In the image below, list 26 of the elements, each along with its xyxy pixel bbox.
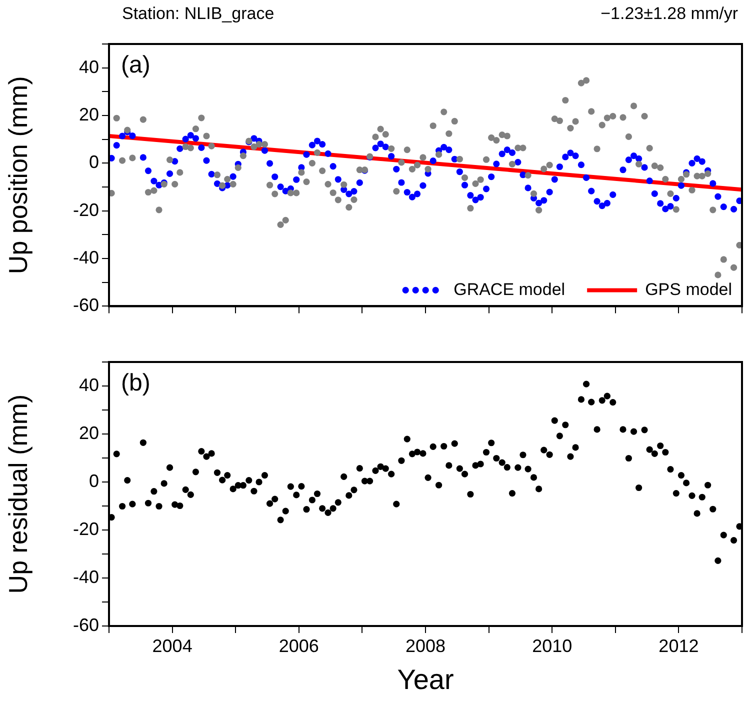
y-tick-label: 40: [78, 374, 99, 395]
y-tick-label: 0: [88, 470, 99, 491]
y-tick-label: -40: [72, 566, 99, 587]
x-tick-label: 2008: [405, 636, 446, 656]
annotation: (a): [121, 52, 150, 79]
y-tick-label: 0: [88, 152, 99, 172]
y-axis-title: Up position (mm): [2, 76, 33, 274]
y-tick-label: -60: [72, 295, 99, 316]
y-tick-label: -20: [72, 200, 99, 220]
y-tick-label: 40: [78, 56, 99, 77]
x-tick-label: 2012: [658, 636, 699, 656]
chart-subtitle: −1.23±1.28 mm/yr: [600, 4, 738, 24]
x-axis-title: Year: [397, 664, 454, 695]
y-tick-label: -40: [72, 247, 99, 268]
y-tick-label: -20: [72, 518, 99, 539]
x-tick-label: 2006: [278, 636, 319, 656]
chart-title: Station: NLIB_grace: [122, 4, 274, 24]
legend-label: GRACE model: [454, 280, 566, 299]
y-tick-label: -60: [72, 614, 99, 635]
annotation: (b): [121, 370, 150, 397]
y-tick-label: 20: [78, 422, 99, 443]
y-tick-label: 20: [78, 104, 99, 124]
x-tick-label: 2004: [152, 636, 192, 656]
x-tick-label: 2010: [532, 636, 572, 656]
legend-label: GPS model: [645, 280, 732, 299]
y-axis-title: Up residual (mm): [2, 394, 33, 594]
